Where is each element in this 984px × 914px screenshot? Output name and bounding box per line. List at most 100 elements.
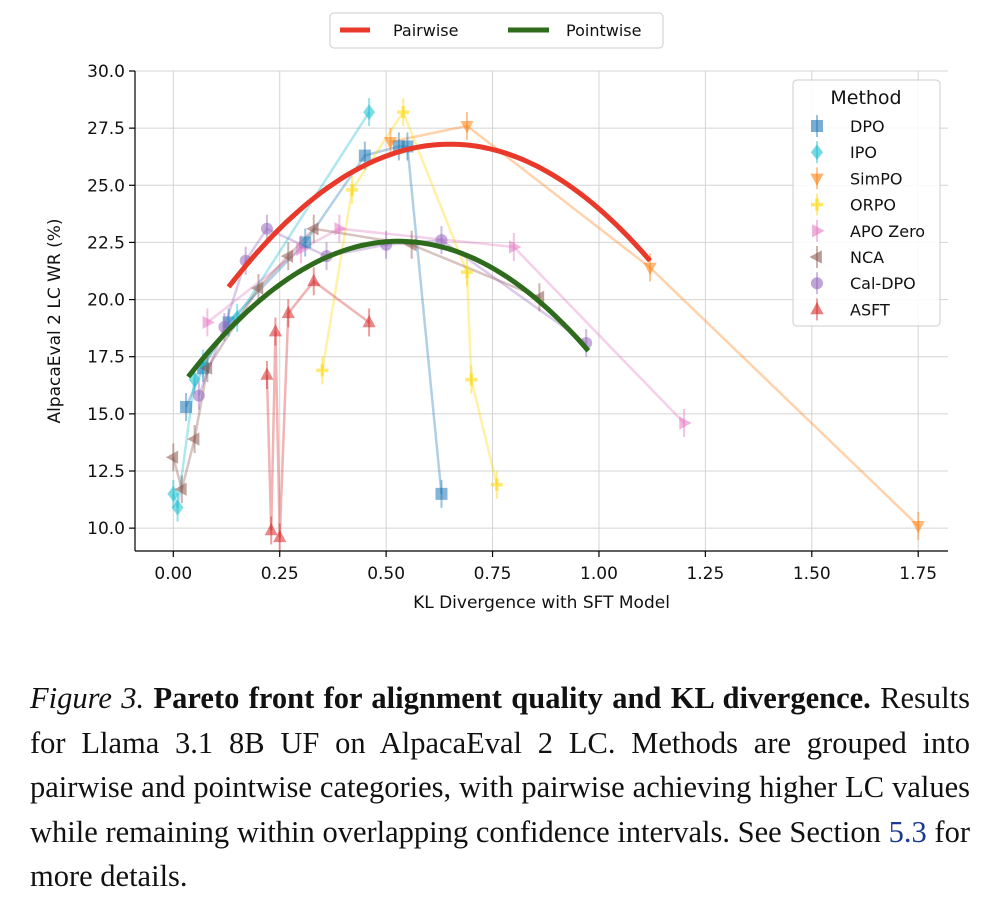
point-cal-dpo xyxy=(192,389,205,402)
point-simpo xyxy=(460,121,474,134)
x-tick-label: 0.25 xyxy=(261,564,299,584)
point-ipo xyxy=(188,371,201,388)
point-asft xyxy=(264,522,278,536)
x-tick-label: 1.00 xyxy=(580,564,618,584)
category-legend-box xyxy=(329,12,664,49)
y-tick-label: 15.0 xyxy=(87,405,125,425)
y-tick-label: 17.5 xyxy=(87,348,125,368)
y-axis-title: AlpacaEval 2 LC WR (%) xyxy=(45,218,65,423)
x-tick-label: 0.50 xyxy=(367,564,405,584)
point-asft xyxy=(362,314,376,328)
caption-body-end: for more details. xyxy=(30,814,970,894)
point-simpo xyxy=(643,262,657,276)
x-tick-label: 0.75 xyxy=(474,564,512,584)
legend-marker-orpo xyxy=(811,198,823,211)
point-nca xyxy=(306,222,319,236)
legend-label-dpo: DPO xyxy=(850,117,885,136)
point-apo-zero xyxy=(296,242,309,256)
legend-label-apo-zero: APO Zero xyxy=(850,222,925,241)
point-dpo xyxy=(358,149,371,162)
series-line-ipo xyxy=(172,111,371,508)
fit-curve-pairwise xyxy=(226,141,652,289)
legend-label-cal-dpo: Cal-DPO xyxy=(850,274,916,293)
legend-label-asft: ASFT xyxy=(850,300,890,319)
point-simpo xyxy=(911,521,925,534)
point-ipo xyxy=(167,486,180,502)
point-dpo xyxy=(435,487,448,500)
point-cal-dpo xyxy=(260,222,273,235)
fit-curves xyxy=(186,141,652,379)
series-line-cal-dpo xyxy=(197,227,587,397)
point-orpo xyxy=(346,183,359,196)
y-tick-label: 20.0 xyxy=(87,291,125,311)
point-ipo xyxy=(171,499,184,516)
point-cal-dpo xyxy=(435,234,448,247)
point-orpo xyxy=(465,373,478,386)
section-link[interactable]: 5.3 xyxy=(888,814,927,849)
point-asft xyxy=(307,273,321,287)
series-line-asft xyxy=(265,279,370,538)
point-orpo xyxy=(490,478,503,491)
y-tick-label: 12.5 xyxy=(87,462,125,482)
point-orpo xyxy=(316,364,329,377)
legend-marker-dpo xyxy=(811,120,823,132)
legend-label-ipo: IPO xyxy=(850,143,877,162)
point-orpo xyxy=(397,106,410,119)
series-points xyxy=(165,98,925,552)
caption-title: Pareto front for alignment quality and K… xyxy=(153,681,871,715)
point-nca xyxy=(199,361,213,375)
legend-marker-apo-zero xyxy=(812,224,825,238)
point-apo-zero xyxy=(334,222,347,236)
point-apo-zero xyxy=(509,240,522,254)
y-tick-label: 27.5 xyxy=(87,119,125,139)
series-line-simpo xyxy=(390,124,920,527)
legend-marker-nca xyxy=(809,250,822,264)
legend-label-nca: NCA xyxy=(850,248,884,267)
figure-label: Figure 3. xyxy=(30,681,145,715)
legend-marker-cal-dpo xyxy=(811,277,823,290)
point-dpo xyxy=(299,236,312,249)
series-line-orpo xyxy=(321,109,499,486)
point-nca xyxy=(280,249,294,263)
legend-label-pointwise: Pointwise xyxy=(566,21,641,40)
point-asft xyxy=(281,305,295,319)
x-tick-label: 1.75 xyxy=(899,564,937,584)
point-apo-zero xyxy=(679,416,692,430)
point-dpo xyxy=(180,401,193,413)
series-line-nca xyxy=(172,227,540,495)
legend-title: Method xyxy=(830,87,901,109)
category-legend: Pairwise Pointwise xyxy=(329,12,664,49)
legend-label-pairwise: Pairwise xyxy=(393,21,458,40)
x-tick-label: 1.50 xyxy=(793,564,831,584)
point-asft xyxy=(273,529,287,543)
caption-body: Results for Llama 3.1 8B UF on AlpacaEva… xyxy=(30,681,970,849)
legend-label-simpo: SimPO xyxy=(850,169,902,188)
point-asft xyxy=(260,367,274,380)
legend-marker-ipo xyxy=(811,144,823,160)
x-tick-label: 1.25 xyxy=(686,564,724,584)
pareto-chart: 0.00 0.25 0.50 0.75 1.00 1.25 1.50 1.75 10.0 12.5… xyxy=(45,12,948,613)
legend-box xyxy=(792,79,941,327)
legend-label-orpo: ORPO xyxy=(850,196,896,215)
point-nca xyxy=(187,432,200,446)
y-tick-label: 10.0 xyxy=(87,519,125,539)
point-asft xyxy=(268,324,283,337)
y-tick-label: 22.5 xyxy=(87,233,125,253)
point-orpo xyxy=(461,266,474,279)
point-apo-zero xyxy=(202,315,215,330)
fit-curve-pointwise xyxy=(186,238,591,379)
legend-marker-simpo xyxy=(810,173,824,186)
x-axis-title: KL Divergence with SFT Model xyxy=(413,593,670,613)
x-tick-label: 0.00 xyxy=(154,564,192,584)
figure-caption: Figure 3. Pareto front for alignment qua… xyxy=(30,676,970,899)
point-ipo xyxy=(363,104,376,120)
y-tick-label: 25.0 xyxy=(87,176,125,196)
point-nca xyxy=(165,450,179,464)
point-nca xyxy=(174,482,187,496)
point-simpo xyxy=(383,137,397,150)
y-tick-label: 30.0 xyxy=(87,62,125,82)
legend-marker-asft xyxy=(810,301,824,315)
point-nca xyxy=(250,281,264,295)
chart-axes: 0.00 0.25 0.50 0.75 1.00 1.25 1.50 1.75 10.0 12.5… xyxy=(45,62,948,613)
method-legend: Method DPO IPO SimPO ORPO APO Zero NCA Cal-DPO A… xyxy=(792,79,941,327)
